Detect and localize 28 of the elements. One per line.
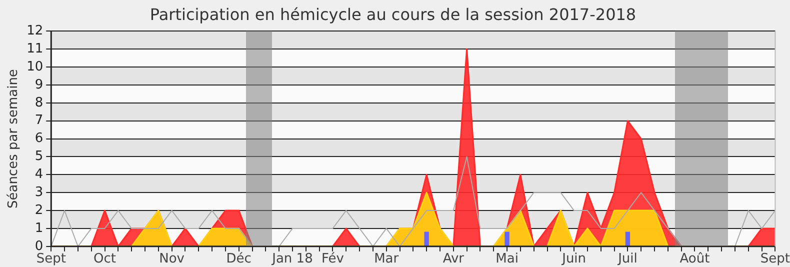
- y-tick-label: 9: [34, 77, 44, 92]
- x-tick-label: Avr: [442, 252, 465, 267]
- x-tick-label: Juin: [561, 252, 586, 267]
- x-tick-label: Mai: [496, 252, 518, 267]
- x-tick-label: Déc: [226, 252, 252, 267]
- x-tick-label: Jan 18: [271, 252, 313, 267]
- y-tick-label: 3: [34, 184, 44, 200]
- x-tick-label: Août: [680, 252, 710, 267]
- y-tick-label: 5: [34, 149, 44, 164]
- x-tick-label: Juil: [617, 252, 638, 267]
- y-tick-label: 4: [34, 167, 44, 182]
- x-tick-label: Mar: [374, 252, 400, 267]
- y-tick-label: 1: [34, 220, 44, 236]
- y-tick-label: 10: [26, 59, 44, 74]
- y-tick-label: 12: [26, 24, 44, 39]
- x-tick-label: Oct: [94, 252, 116, 267]
- x-tick-label: Nov: [159, 252, 185, 267]
- y-tick-label: 6: [34, 131, 44, 146]
- y-tick-label: 7: [34, 113, 44, 128]
- x-tick-label: Fév: [321, 252, 344, 267]
- x-tick-label: Sept: [760, 252, 790, 267]
- y-tick-label: 0: [34, 238, 44, 254]
- y-tick-label: 11: [26, 42, 44, 57]
- y-axis-title: Séances par semaine: [6, 69, 22, 209]
- chart-title: Participation en hémicycle au cours de la session 2017-2018: [150, 4, 636, 24]
- x-tick-label: Sept: [36, 252, 66, 267]
- y-tick-label: 8: [34, 95, 44, 110]
- y-tick-label: 2: [34, 202, 44, 218]
